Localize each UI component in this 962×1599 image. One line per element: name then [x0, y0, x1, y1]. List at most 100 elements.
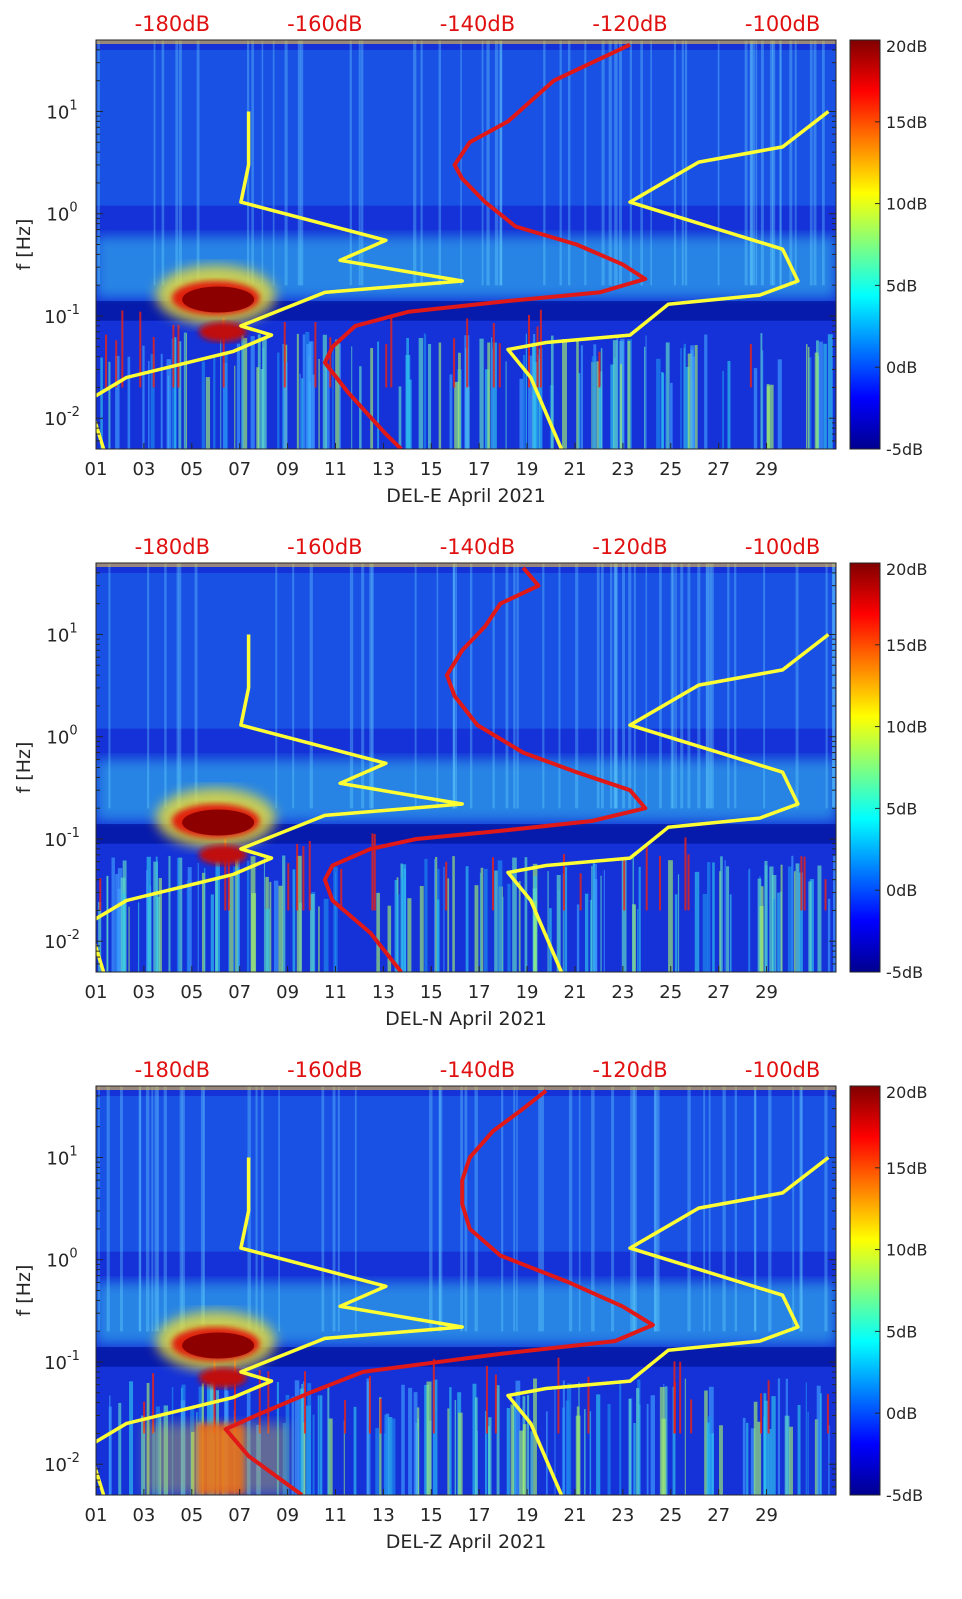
heatmap-stripe: [436, 899, 440, 972]
heatmap-streak: [717, 40, 720, 286]
heatmap-stripe: [767, 1428, 772, 1495]
heatmap-hotspot: [143, 1423, 288, 1495]
x-tick-label: 27: [707, 459, 730, 480]
heatmap-spike: [303, 1371, 306, 1434]
heatmap-streak: [780, 40, 782, 286]
heatmap-stripe: [528, 355, 533, 449]
heatmap-stripe: [353, 1406, 357, 1495]
heatmap-stripe: [672, 1386, 676, 1495]
heatmap-stripe: [763, 1416, 765, 1495]
heatmap-streak: [154, 1086, 158, 1332]
heatmap-streak: [734, 1086, 737, 1332]
x-tick-label: 07: [228, 982, 251, 1003]
heatmap-stripe: [250, 336, 255, 449]
heatmap-stripe: [596, 361, 600, 449]
heatmap-streak: [540, 1086, 544, 1332]
heatmap-band: [96, 572, 836, 729]
heatmap-streak: [420, 40, 423, 286]
x-tick-label: 21: [564, 459, 587, 480]
heatmap-stripe: [479, 338, 484, 449]
heatmap-stripe: [299, 373, 301, 449]
heatmap-stripe: [257, 334, 261, 449]
heatmap-stripe: [819, 1393, 822, 1495]
x-tick-label: 13: [372, 982, 395, 1003]
heatmap-streak: [752, 40, 756, 286]
heatmap-streak: [543, 40, 546, 286]
red-curve: [322, 42, 648, 449]
heatmap-stripe: [166, 359, 172, 449]
x-tick-label: 05: [180, 459, 203, 480]
x-tick-label: 23: [611, 1505, 634, 1526]
heatmap-stripe: [317, 1395, 320, 1495]
heatmap-stripe: [171, 338, 177, 449]
heatmap-streak: [567, 40, 571, 286]
heatmap-streak: [601, 40, 605, 286]
heatmap-stripe: [309, 893, 315, 972]
heatmap-stripe: [684, 1378, 686, 1495]
heatmap-hotspot: [182, 286, 255, 313]
heatmap-stripe: [128, 906, 130, 972]
heatmap-stripe: [296, 333, 299, 449]
heatmap-spike: [679, 1361, 682, 1434]
heatmap-stripe: [241, 335, 244, 449]
heatmap-edge: [96, 40, 836, 44]
heatmap-stripe: [589, 1411, 592, 1495]
heatmap-stripe: [418, 337, 424, 449]
heatmap-stripe: [600, 875, 602, 972]
heatmap-stripe: [201, 361, 205, 449]
heatmap-streak: [584, 40, 587, 286]
top-axis-db-label: -140dB: [440, 1058, 515, 1082]
heatmap-stripe: [433, 859, 436, 972]
heatmap-stripe: [536, 354, 540, 449]
y-tick-label: 10-1: [44, 826, 80, 851]
heatmap-streak: [727, 563, 730, 809]
x-tick-label: 03: [132, 1505, 155, 1526]
heatmap-stripe: [793, 871, 796, 972]
heatmap-stripe: [302, 334, 306, 449]
heatmap-stripe: [524, 857, 528, 972]
heatmap-stripe: [238, 856, 240, 972]
heatmap-streak: [164, 563, 167, 809]
heatmap-streak: [261, 40, 264, 286]
heatmap-stripe: [464, 335, 470, 449]
heatmap-stripe: [449, 1387, 452, 1495]
heatmap-stripe: [620, 363, 622, 449]
heatmap-stripe: [229, 876, 234, 972]
heatmap-stripe: [702, 893, 708, 972]
heatmap-stripe: [600, 348, 603, 449]
heatmap-stripe: [388, 1417, 393, 1495]
heatmap-streak: [321, 1086, 325, 1332]
x-tick-label: 07: [228, 459, 251, 480]
heatmap-streak: [178, 40, 182, 286]
heatmap-stripe: [178, 341, 182, 449]
heatmap-streak: [578, 1086, 581, 1332]
heatmap-streak: [559, 40, 562, 286]
heatmap-stripe: [712, 862, 715, 972]
heatmap-stripe: [127, 356, 131, 449]
heatmap-streak: [272, 40, 275, 286]
colorbar-tick-label: 15dB: [886, 636, 928, 655]
heatmap-spike: [296, 843, 299, 911]
heatmap-streak: [455, 563, 457, 809]
heatmap-stripe: [784, 1415, 790, 1495]
heatmap-stripe: [401, 1384, 405, 1495]
heatmap-stripe: [777, 892, 780, 972]
heatmap-stripe: [612, 340, 618, 449]
heatmap-streak: [369, 563, 373, 809]
heatmap-stripe: [236, 343, 241, 449]
heatmap-stripe: [764, 1400, 769, 1495]
x-tick-label: 21: [564, 982, 587, 1003]
x-tick-label: 09: [276, 1505, 299, 1526]
heatmap-stripe: [780, 864, 783, 972]
heatmap-stripe: [485, 1410, 487, 1495]
heatmap-streak: [181, 1086, 185, 1332]
colorbar-tick-label: -5dB: [886, 963, 923, 982]
heatmap-streak: [275, 563, 278, 809]
heatmap-stripe: [146, 856, 151, 972]
heatmap-streak: [708, 1086, 711, 1332]
heatmap-streak: [278, 1086, 280, 1332]
heatmap-stripe: [141, 1415, 146, 1495]
heatmap-stripe: [377, 341, 380, 449]
heatmap-streak: [687, 563, 691, 809]
heatmap-streak: [494, 40, 499, 286]
